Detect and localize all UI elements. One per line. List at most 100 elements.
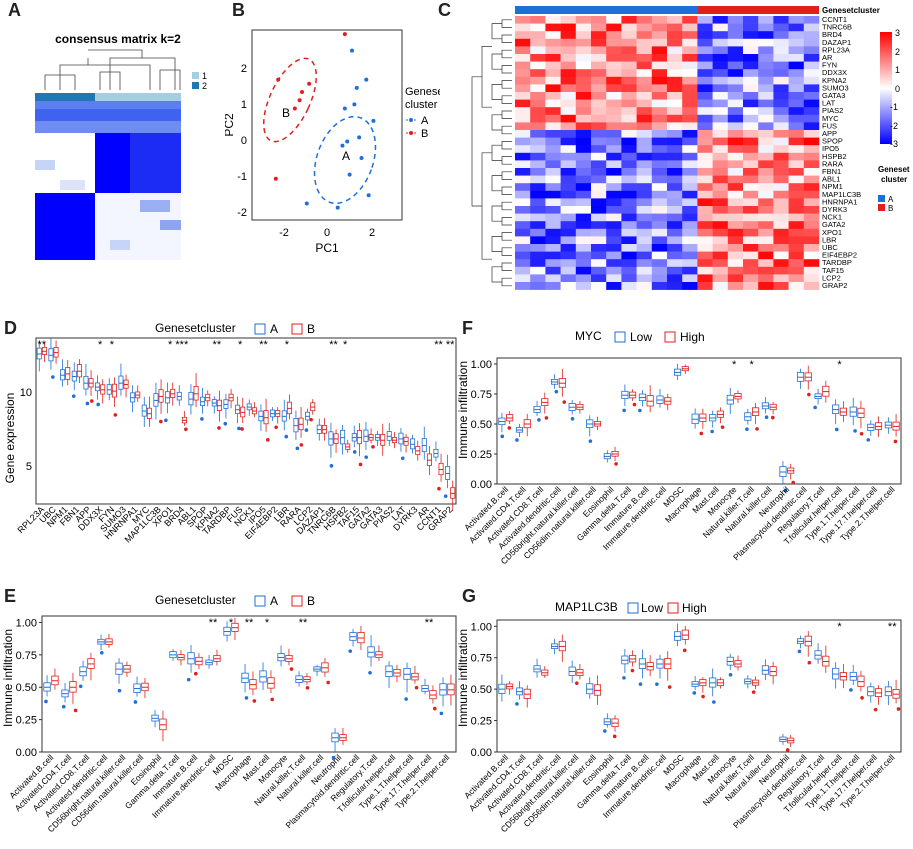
- d-ylabel: Gene expression: [3, 393, 17, 484]
- box-high: [629, 650, 637, 673]
- heatmap-cell: [788, 206, 805, 214]
- heatmap-cell: [727, 282, 744, 290]
- box-high: [751, 676, 760, 694]
- pca-point-b: [297, 98, 302, 103]
- outlier-point: [813, 405, 817, 410]
- heatmap-cell: [606, 259, 622, 268]
- heatmap-cell: [530, 251, 546, 260]
- heatmap-cell: [651, 221, 668, 230]
- heatmap-cell: [727, 122, 744, 131]
- heatmap-cell: [712, 92, 729, 100]
- heatmap-cell: [712, 274, 729, 283]
- heatmap-cell: [727, 76, 744, 85]
- heatmap-cell: [621, 236, 637, 245]
- box-a: [130, 385, 136, 413]
- heatmap-cell: [667, 160, 683, 169]
- box-low: [568, 660, 576, 683]
- box-b: [240, 397, 246, 431]
- heatmap-cell: [803, 137, 820, 146]
- box-low: [586, 677, 594, 699]
- heatmap-cell: [575, 168, 592, 176]
- box-a: [141, 396, 147, 428]
- heatmap-cell: [621, 84, 637, 93]
- heatmap-cell: [545, 152, 561, 161]
- heatmap-cell: [743, 145, 759, 154]
- heatmap-cell: [515, 54, 531, 62]
- box-a: [176, 385, 182, 406]
- heatmap-cell: [682, 61, 698, 70]
- heatmap-cell: [712, 137, 729, 146]
- pca-point-b: [307, 81, 312, 86]
- f-legend-low: Low: [630, 330, 652, 344]
- heatmap-cell: [682, 168, 698, 176]
- box-a: [36, 341, 42, 372]
- f-plot-frame: [496, 357, 902, 485]
- heatmap-cell: [712, 16, 729, 24]
- heatmap-cell: [773, 107, 789, 116]
- box-low: [638, 390, 647, 413]
- heatmap-cell: [560, 114, 577, 123]
- box-high: [629, 389, 637, 407]
- pca-point-a: [357, 135, 362, 140]
- box-high: [541, 392, 549, 420]
- heatmap-cell: [606, 38, 622, 47]
- heatmap-cell: [591, 31, 607, 40]
- pca-xtick-2: 2: [369, 227, 375, 239]
- significance-mark: *: [238, 339, 243, 351]
- heatmap-cell: [773, 266, 789, 275]
- heatmap-cell: [803, 92, 820, 100]
- heatmap-cell: [667, 92, 683, 100]
- d-legend-title: Genesetcluster: [155, 321, 236, 335]
- heatmap-cell: [591, 137, 607, 146]
- box-b: [333, 429, 339, 453]
- heatmap-cell: [606, 23, 622, 32]
- heatmap-cell: [545, 23, 561, 32]
- outlier-point: [44, 699, 48, 704]
- heatmap-cell: [788, 61, 805, 70]
- heatmap-cell: [606, 160, 622, 169]
- heatmap-cell: [545, 114, 561, 123]
- heatmap-cell: [803, 274, 820, 283]
- pca-point-a: [347, 172, 352, 177]
- heatmap-cell: [743, 236, 759, 245]
- heatmap-cell: [636, 84, 653, 93]
- box-b: [65, 359, 71, 386]
- box-low: [621, 648, 629, 680]
- heatmap-cell: [530, 16, 546, 24]
- box-a: [43, 675, 51, 704]
- heatmap-cell: [560, 183, 577, 192]
- heatmap-cell: [591, 274, 607, 283]
- heatmap-cell: [667, 168, 683, 176]
- box-a: [386, 422, 392, 446]
- heatmap-cell: [758, 107, 774, 116]
- box-b: [356, 423, 363, 467]
- heatmap-cell: [727, 183, 744, 192]
- heatmap-cell: [773, 130, 789, 138]
- heatmap-cell: [758, 190, 774, 199]
- outlier-point: [223, 421, 228, 426]
- heatmap-cell: [803, 213, 820, 222]
- heatmap-cell: [667, 107, 683, 116]
- pca-point-a: [345, 139, 350, 144]
- outlier-point: [614, 462, 618, 466]
- box-low: [655, 654, 664, 686]
- heatmap-cell: [758, 16, 774, 24]
- panel-label-g: G: [462, 586, 477, 606]
- heatmap-cell: [621, 92, 637, 100]
- box-high: [611, 446, 619, 466]
- heatmap-cell: [606, 168, 622, 176]
- heatmap-cell: [591, 228, 607, 237]
- heatmap-cell: [530, 198, 546, 207]
- heatmap-cell: [712, 259, 729, 268]
- heat-legend-title-2: cluster: [881, 175, 907, 184]
- heatmap-cell: [560, 38, 577, 47]
- outlier-point: [295, 446, 300, 451]
- heat-legend-a: A: [888, 195, 894, 204]
- outlier-point: [433, 706, 437, 711]
- box-a: [169, 649, 177, 661]
- heatmap-cell: [560, 76, 577, 85]
- heatmap-cell: [515, 274, 531, 283]
- box-b: [146, 396, 152, 427]
- consensus-matrix-title: consensus matrix k=2: [55, 32, 181, 46]
- heatmap-cell: [606, 236, 622, 245]
